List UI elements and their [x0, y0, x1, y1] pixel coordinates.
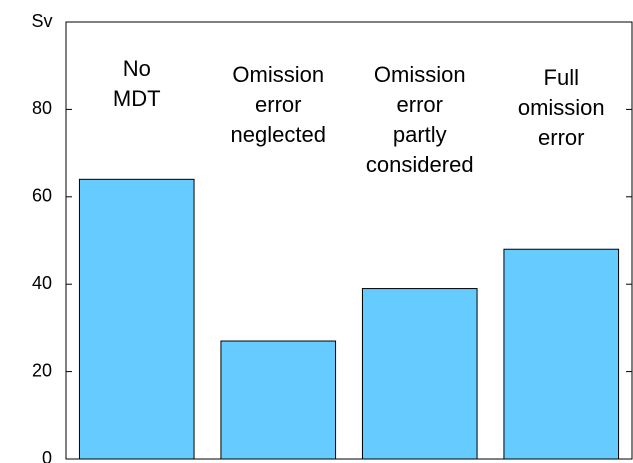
- bar: [503, 248, 620, 460]
- bar: [78, 178, 195, 460]
- category-label: Omission error neglected: [231, 62, 326, 147]
- y-tick-label: 0: [42, 448, 52, 463]
- bar: [220, 340, 337, 460]
- category-label: Full omission error: [518, 65, 605, 150]
- category-label: No MDT: [113, 56, 161, 111]
- y-tick-label: 60: [32, 186, 52, 206]
- y-axis-label: Sv: [31, 11, 52, 31]
- category-label: Omission error partly considered: [366, 62, 474, 177]
- bar: [361, 288, 478, 460]
- y-tick-label: 80: [32, 98, 52, 118]
- y-tick-label: 40: [32, 273, 52, 293]
- plot-frame: [65, 21, 633, 460]
- y-tick-label: 20: [32, 360, 52, 380]
